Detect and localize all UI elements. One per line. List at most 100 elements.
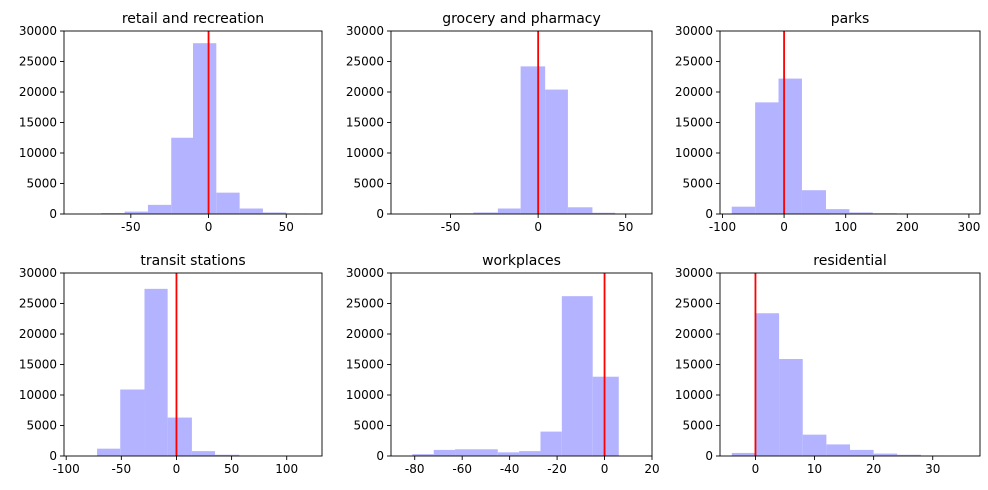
x-tick-label: -80 <box>405 462 425 476</box>
x-tick-label: 300 <box>957 220 980 234</box>
y-tick-label: 30000 <box>19 266 57 280</box>
histogram-bar <box>826 444 850 456</box>
panel-title: workplaces <box>482 253 561 269</box>
y-tick-label: 20000 <box>675 85 713 99</box>
histogram-bar <box>167 417 192 456</box>
y-tick-label: 30000 <box>346 24 384 38</box>
x-tick-label: 0 <box>534 220 542 234</box>
y-tick-label: 5000 <box>26 177 57 191</box>
histogram-bar <box>171 137 193 214</box>
histogram-panel: parks-100 0 100 200 300050001000015000200002… <box>675 11 981 234</box>
histogram-bar <box>825 209 850 214</box>
histogram-bar <box>101 213 125 214</box>
y-tick-label: 0 <box>49 449 57 463</box>
panel-title: parks <box>831 11 870 27</box>
y-tick-label: 0 <box>376 207 384 221</box>
histogram-bar <box>731 452 756 456</box>
x-tick-label: 100 <box>834 220 857 234</box>
histogram-bar <box>97 448 121 456</box>
histogram-panel: transit stations -100 -50 0 50 100 0 5000 10000 1… <box>19 253 323 476</box>
histogram-bar <box>144 288 168 456</box>
histogram-panel: residential 0 10 20 30 0 5000 10000 15000 20000 25… <box>675 253 981 476</box>
x-tick-label: 50 <box>279 220 294 234</box>
x-tick-label: -20 <box>547 462 567 476</box>
y-tick-label: 10000 <box>346 388 384 402</box>
y-tick-label: 10000 <box>19 388 57 402</box>
y-tick-label: 10000 <box>346 146 384 160</box>
x-tick-label: 0 <box>601 462 609 476</box>
y-tick-label: 0 <box>705 449 713 463</box>
histogram-bar <box>455 449 498 456</box>
histogram-bar <box>519 451 541 456</box>
panel-title: retail and recreation <box>122 11 264 27</box>
histogram-bar <box>473 212 498 214</box>
histogram-bar <box>592 212 616 214</box>
y-tick-label: 0 <box>705 207 713 221</box>
y-tick-label: 0 <box>49 207 57 221</box>
y-tick-label: 30000 <box>675 266 713 280</box>
y-tick-label: 25000 <box>675 55 713 69</box>
x-tick-label: 30 <box>925 462 940 476</box>
histogram-bar <box>193 43 217 215</box>
histogram-bar <box>802 434 827 456</box>
y-tick-label: 20000 <box>346 327 384 341</box>
histogram-bar <box>755 313 780 456</box>
y-tick-label: 15000 <box>19 358 57 372</box>
y-tick-label: 20000 <box>675 327 713 341</box>
histogram-bar <box>592 376 619 456</box>
y-tick-label: 20000 <box>19 85 57 99</box>
panel-title: grocery and pharmacy <box>442 11 601 27</box>
histogram-bar <box>731 206 756 214</box>
y-tick-label: 15000 <box>675 358 713 372</box>
x-tick-label: -50 <box>121 220 141 234</box>
x-tick-label: 50 <box>224 462 239 476</box>
x-tick-label: 200 <box>896 220 919 234</box>
histogram-bar <box>779 359 803 456</box>
histogram-bar <box>897 454 921 456</box>
x-tick-label: -60 <box>452 462 472 476</box>
y-tick-label: 15000 <box>346 116 384 130</box>
histogram-bar <box>567 207 593 214</box>
y-tick-label: 25000 <box>346 55 384 69</box>
x-tick-label: 20 <box>866 462 881 476</box>
histogram-bar <box>755 102 779 214</box>
y-tick-label: 5000 <box>682 177 713 191</box>
histogram-bar <box>520 66 546 214</box>
panel-title: residential <box>813 253 886 269</box>
histogram-bar <box>561 296 593 456</box>
y-tick-label: 25000 <box>19 55 57 69</box>
x-tick-label: 10 <box>807 462 822 476</box>
histogram-bar <box>147 204 172 214</box>
histogram-bar <box>540 431 562 456</box>
histogram-bar <box>216 192 240 214</box>
y-tick-label: 5000 <box>682 419 713 433</box>
axes-frame <box>63 272 323 457</box>
x-tick-label: -40 <box>500 462 520 476</box>
y-tick-label: 0 <box>376 449 384 463</box>
histogram-bar <box>191 451 216 456</box>
histogram-bar <box>412 454 434 456</box>
histogram-bar <box>215 454 240 456</box>
histogram-bar <box>850 449 874 456</box>
x-tick-label: 50 <box>618 220 633 234</box>
histogram-panel: grocery and pharmacy -50 0 50 0 5000 10000 1500… <box>346 11 653 234</box>
histogram-bar <box>497 452 520 456</box>
x-tick-label: -100 <box>709 220 736 234</box>
y-tick-label: 20000 <box>346 85 384 99</box>
x-tick-label: -50 <box>441 220 461 234</box>
x-tick-label: -50 <box>112 462 132 476</box>
y-tick-label: 20000 <box>19 327 57 341</box>
histogram-panel: retail and recreation -50 0 50 0 5000 10000 150… <box>19 11 323 234</box>
x-tick-label: -100 <box>53 462 80 476</box>
histogram-bar <box>120 389 145 456</box>
y-tick-label: 25000 <box>19 297 57 311</box>
histogram-bar <box>262 212 287 214</box>
histogram-bar <box>433 449 456 456</box>
y-tick-label: 30000 <box>346 266 384 280</box>
x-tick-label: 100 <box>275 462 298 476</box>
histogram-bar <box>801 190 826 214</box>
x-tick-label: 20 <box>644 462 659 476</box>
histogram-bar <box>239 208 263 214</box>
y-tick-label: 15000 <box>346 358 384 372</box>
